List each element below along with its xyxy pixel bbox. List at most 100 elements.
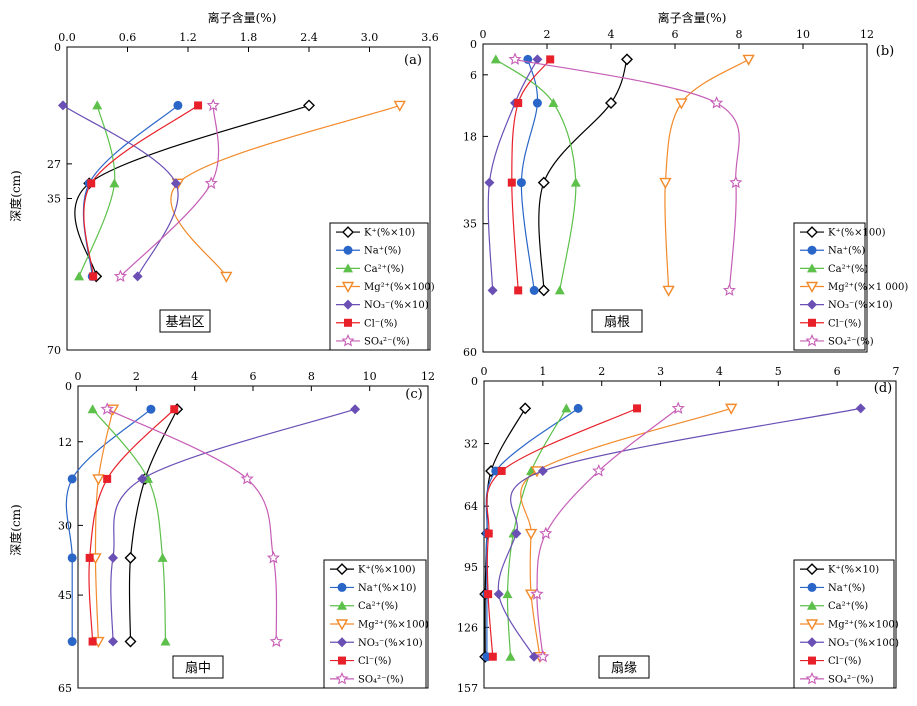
data-point	[108, 636, 118, 647]
data-point	[160, 636, 171, 646]
data-point	[554, 285, 565, 295]
y-tick-label: 0	[471, 375, 478, 388]
series-line	[110, 408, 356, 642]
x-tick-label: 3.0	[361, 31, 379, 44]
data-point	[722, 283, 736, 296]
data-point	[710, 96, 724, 109]
data-point	[671, 401, 685, 414]
series-line	[664, 58, 749, 291]
x-tick-label: 4	[191, 370, 198, 383]
series-line	[520, 59, 539, 291]
y-tick-label: 12	[58, 436, 72, 449]
data-point	[269, 634, 283, 648]
data-point	[621, 53, 633, 66]
legend-marker	[806, 563, 818, 576]
x-tick-label: 8	[308, 370, 315, 383]
series-line	[106, 408, 278, 642]
site-label-box	[172, 655, 224, 679]
legend-label: K⁺(%×100)	[828, 228, 886, 239]
data-point	[393, 100, 406, 112]
legend-label: K⁺(%×100)	[358, 565, 416, 576]
data-point	[132, 271, 143, 282]
legend-label: SO₄²⁻(%)	[364, 336, 410, 347]
data-point	[537, 284, 550, 297]
x-tick-label: 6	[834, 365, 841, 378]
x-tick-label: 2	[598, 365, 605, 378]
y-tick-label: 65	[58, 682, 72, 695]
top-axis-label-left: 离子含量(%)	[208, 10, 277, 25]
x-tick-label: 0	[75, 370, 82, 383]
data-point	[113, 269, 128, 283]
legend-marker	[337, 600, 347, 610]
data-point	[74, 271, 85, 281]
y-tick-label: 95	[464, 561, 478, 574]
legend-label: Cl⁻(%)	[828, 656, 862, 667]
series-line	[83, 104, 199, 277]
legend-label: NO₃⁻(%×10)	[364, 300, 429, 311]
panel-tag: (b)	[876, 44, 894, 59]
data-point	[530, 587, 544, 600]
y-tick-label: 45	[58, 589, 72, 602]
y-tick-label: 18	[463, 130, 477, 143]
legend-marker	[807, 582, 817, 592]
legend-label: NO₃⁻(%×10)	[828, 300, 893, 311]
y-tick-label: 0	[54, 41, 61, 54]
legend-marker	[342, 226, 354, 239]
x-tick-label: 1	[539, 365, 546, 378]
data-point	[516, 178, 526, 188]
x-tick-label: 0	[481, 365, 488, 378]
data-point	[487, 285, 498, 296]
y-tick-label: 32	[464, 438, 478, 451]
legend-marker	[805, 281, 819, 293]
data-point	[173, 100, 183, 110]
legend-label: Ca²⁺(%)	[358, 601, 398, 612]
series-line	[536, 407, 679, 657]
data-point	[57, 100, 68, 111]
data-point	[488, 652, 497, 661]
data-point	[497, 466, 506, 475]
data-point	[505, 651, 516, 661]
data-point	[493, 589, 504, 600]
series-line	[511, 59, 551, 291]
data-point	[855, 403, 866, 414]
data-point	[536, 649, 550, 663]
y-axis-label-bottom: 深度(cm)	[8, 504, 23, 555]
x-tick-label: 2	[544, 28, 551, 41]
x-tick-label: 10	[796, 28, 810, 41]
legend-label: Mg²⁺(%×100)	[828, 620, 899, 631]
series-line	[62, 104, 179, 277]
legend-label: Na⁺(%×10)	[358, 583, 416, 594]
data-point	[502, 589, 513, 599]
data-point	[157, 552, 168, 562]
data-point	[514, 99, 523, 108]
data-point	[303, 99, 315, 112]
x-tick-label: 10	[363, 370, 377, 383]
legend-label: Cl⁻(%)	[358, 656, 392, 667]
data-point	[546, 55, 555, 64]
data-point	[67, 553, 77, 563]
legend-marker	[807, 637, 817, 648]
legend-label: SO₄²⁻(%)	[828, 336, 874, 347]
x-tick-label: 1.2	[179, 31, 197, 44]
data-point	[87, 404, 98, 414]
series-line	[82, 104, 179, 277]
x-tick-label: 6	[672, 28, 679, 41]
data-point	[266, 551, 280, 564]
x-tick-label: 12	[860, 28, 874, 41]
data-point	[103, 474, 112, 483]
legend-marker	[807, 299, 817, 310]
data-point	[146, 404, 156, 414]
data-point	[194, 101, 203, 110]
legend-label: Ca²⁺(%)	[828, 601, 868, 612]
legend-label: Na⁺(%)	[828, 246, 865, 257]
data-point	[514, 286, 523, 295]
legend-marker	[808, 318, 816, 327]
x-tick-label: 4	[608, 28, 615, 41]
legend-marker	[341, 334, 355, 347]
legend-marker	[807, 600, 817, 610]
series-line	[514, 58, 740, 291]
x-tick-label: 0.6	[119, 31, 137, 44]
panel-tag: (a)	[404, 53, 422, 68]
site-label: 扇中	[185, 660, 211, 676]
